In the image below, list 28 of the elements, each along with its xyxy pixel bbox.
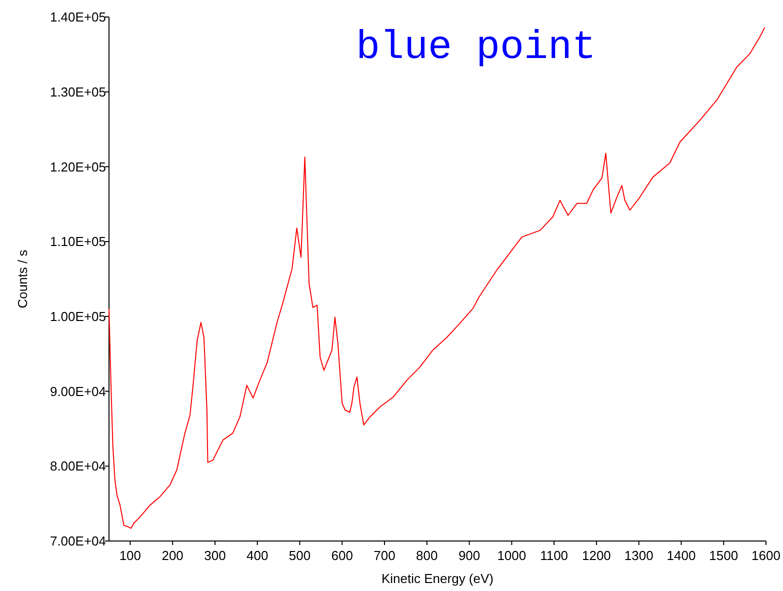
x-tick-label: 300: [204, 548, 226, 563]
x-tick-label: 1400: [666, 548, 696, 563]
x-tick-label: 600: [331, 548, 353, 563]
x-tick-label: 1500: [709, 548, 738, 563]
y-tick-label: 8.00E+04: [50, 458, 106, 474]
x-tick-label: 1000: [497, 548, 526, 563]
x-tick-label: 700: [374, 548, 396, 563]
y-tick-label: 1.40E+05: [50, 10, 106, 25]
x-tick-label: 1100: [540, 548, 568, 563]
x-tick-label: 200: [162, 548, 184, 563]
x-tick-label: 100: [119, 548, 142, 563]
x-tick-label: 900: [458, 548, 480, 563]
line-series: [108, 26, 766, 529]
y-axis-title: Counts / s: [15, 249, 30, 308]
y-tick-label: 1.00E+05: [50, 308, 106, 324]
x-tick-label: 800: [416, 548, 438, 563]
y-tick-label: 1.30E+05: [50, 84, 106, 100]
x-tick-label: 500: [288, 548, 311, 563]
y-tick-label: 7.00E+04: [50, 534, 106, 549]
x-tick-label: 400: [246, 548, 268, 563]
x-axis-title: Kinetic Energy (eV): [382, 571, 494, 586]
y-tick-label: 9.00E+04: [50, 384, 106, 399]
x-tick-label: 1600: [752, 548, 780, 563]
x-tick-label: 1200: [582, 548, 611, 563]
chart-title: blue point: [356, 26, 596, 71]
x-tick-label: 1300: [624, 548, 654, 563]
y-tick-label: 1.10E+05: [50, 234, 106, 250]
y-tick-label: 1.20E+05: [50, 159, 106, 174]
